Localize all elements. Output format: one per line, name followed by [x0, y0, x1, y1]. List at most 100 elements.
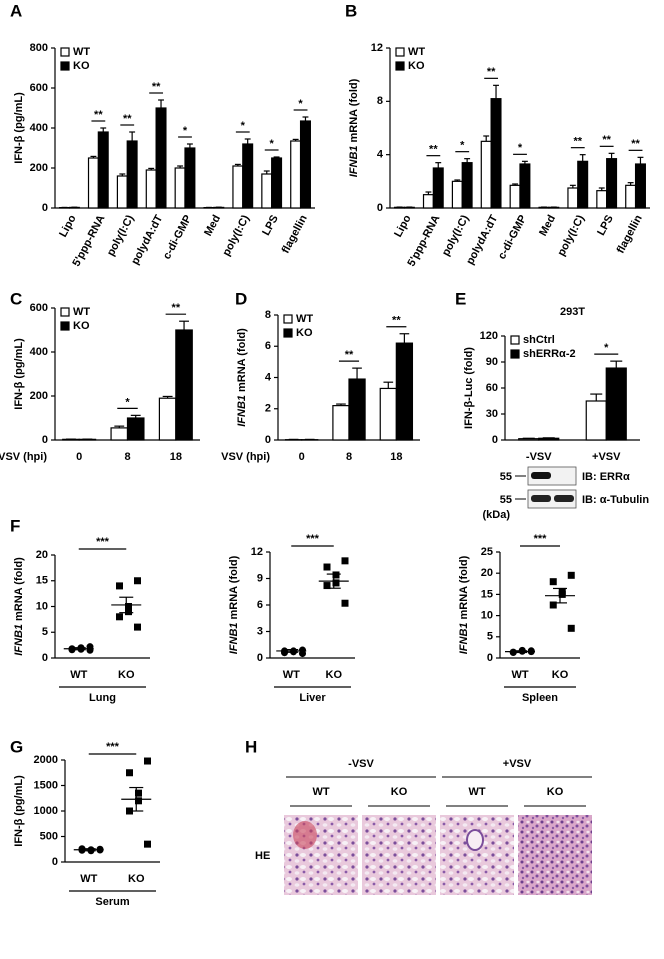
x-tick-label: 18 [390, 451, 402, 463]
y-tick-label: 0 [377, 202, 383, 214]
bar [242, 143, 254, 209]
bar [596, 190, 608, 209]
y-tick-label: 200 [30, 390, 48, 402]
bar [519, 163, 531, 209]
legend-swatch [510, 349, 520, 359]
x-tick-label: -VSV [526, 451, 552, 463]
y-axis-label-text: IFN-β-Luc (fold) [463, 347, 475, 429]
data-point [116, 613, 123, 621]
y-axis-label: IFN-β-Luc (fold) [463, 347, 475, 429]
y-axis-label-italic: IFNB1 [348, 145, 360, 177]
legend-swatch [510, 335, 520, 345]
legend-label: KO [73, 60, 90, 72]
histology: H -VSV +VSV WT KO WT KO HE [245, 737, 592, 895]
significance: ** [573, 136, 582, 148]
bar [110, 427, 129, 441]
chart-title: 293T [560, 306, 585, 318]
y-tick-label: 8 [377, 95, 383, 107]
y-tick-label: 15 [481, 588, 493, 600]
bar [126, 417, 145, 441]
significance: *** [96, 536, 110, 548]
bar [605, 367, 627, 441]
bar [155, 107, 167, 209]
y-tick-label: 0 [42, 652, 48, 664]
y-axis-label-text: IFN-β (pg/mL) [13, 92, 25, 164]
data-point [332, 571, 340, 579]
significance: ** [152, 81, 161, 93]
y-tick-label: 0 [52, 856, 58, 868]
x-tick-label: KO [118, 669, 135, 681]
data-point [116, 582, 123, 590]
x-tick-label: poly(I:C) [440, 213, 472, 258]
bar [126, 140, 138, 209]
x-tick-label: LPS [595, 213, 616, 238]
legend-label: WT [73, 306, 90, 318]
bar [299, 120, 311, 209]
legend-swatch [60, 307, 70, 317]
bar [451, 180, 463, 209]
significance: * [241, 120, 246, 132]
panel-label: G [10, 737, 23, 756]
x-tick-label: poly(I:C) [105, 213, 137, 258]
x-axis-label: Spleen [522, 692, 558, 704]
significance: * [604, 342, 609, 354]
stain-label: HE [255, 850, 270, 862]
y-tick-label: 8 [265, 309, 271, 321]
data-point [135, 789, 142, 797]
data-point [134, 623, 141, 631]
y-tick-label: 20 [481, 567, 493, 579]
bar [116, 175, 128, 209]
panel-label: E [455, 289, 466, 308]
bar [432, 167, 444, 209]
data-point [332, 579, 340, 587]
data-point [144, 757, 151, 765]
data-point [323, 563, 331, 571]
significance: * [460, 140, 465, 152]
data-point [341, 599, 349, 607]
x-tick-label: WT [70, 669, 87, 681]
bar [332, 405, 350, 441]
y-axis-label-text: mRNA (fold) [236, 328, 248, 392]
histology-image [284, 815, 358, 895]
significance: ** [392, 315, 401, 327]
bar [606, 158, 618, 209]
y-tick-label: 5 [42, 626, 48, 638]
x-tick-label: Lipo [57, 213, 79, 239]
x-tick-label: 18 [170, 451, 182, 463]
x-tick-label: WT [80, 873, 97, 885]
bar [577, 160, 589, 209]
legend-swatch [283, 328, 293, 338]
y-axis-label-italic: IFNB1 [458, 622, 470, 654]
x-tick-label: 0 [76, 451, 82, 463]
y-axis-label: IFNB1 mRNA (fold) [236, 328, 248, 427]
significance: * [183, 125, 188, 137]
x-tick-label: +VSV [592, 451, 621, 463]
y-axis-label: IFN-β (pg/mL) [13, 92, 25, 164]
x-axis-label: Serum [95, 896, 129, 908]
western-blot: 55 55 (kDa) IB: ERRα IB: α-Tubulin [482, 466, 649, 521]
y-axis-label-text: IFN-β (pg/mL) [13, 775, 25, 847]
y-axis-label-italic: IFNB1 [13, 624, 25, 656]
significance: ** [429, 144, 438, 156]
significance: ** [631, 138, 640, 150]
x-tick-label: poly(I:C) [555, 213, 587, 258]
legend-label: shCtrl [523, 334, 555, 346]
x-tick-label: Med [537, 213, 558, 238]
y-tick-label: 5 [487, 631, 493, 643]
data-point [567, 571, 575, 579]
y-tick-label: 500 [40, 830, 58, 842]
data-point [126, 769, 133, 777]
y-tick-label: 600 [30, 82, 48, 94]
x-tick-label: WT [283, 669, 300, 681]
legend-swatch [395, 47, 405, 57]
bar [490, 98, 502, 209]
bar [634, 163, 646, 209]
x-tick-label: flagellin [615, 213, 645, 256]
data-point [323, 582, 331, 590]
data-point [135, 797, 142, 805]
condition-label: -VSV [348, 758, 374, 770]
legend-swatch [395, 61, 405, 71]
legend-swatch [60, 321, 70, 331]
data-point [134, 577, 141, 585]
